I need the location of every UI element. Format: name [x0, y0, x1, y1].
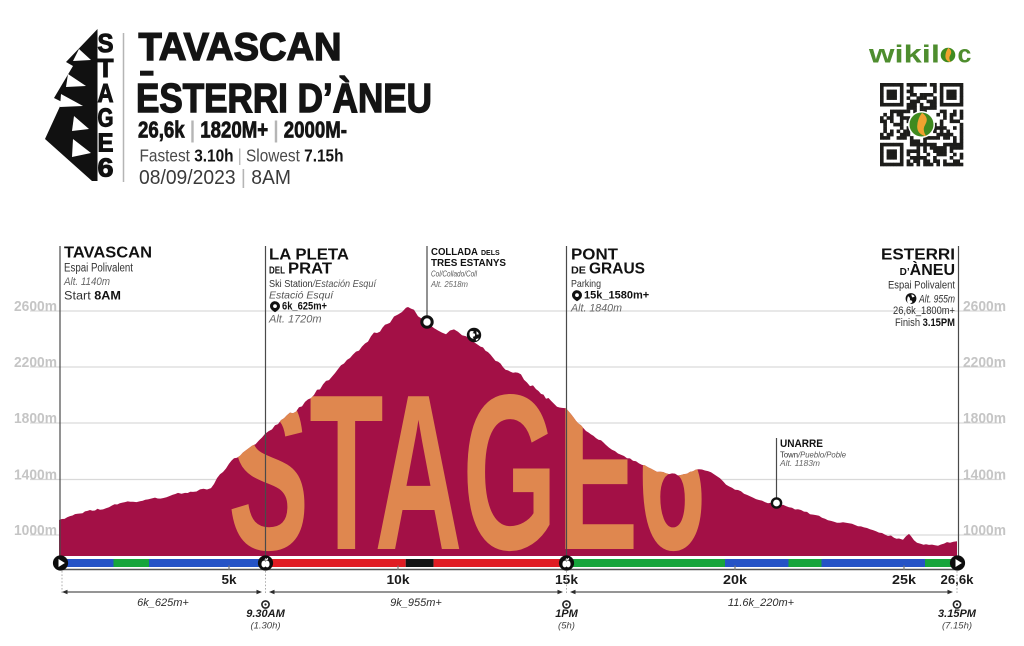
- svg-text:(5h): (5h): [558, 621, 575, 632]
- svg-text:Start 8AM: Start 8AM: [64, 291, 121, 303]
- svg-text:26,6k | 1820M+ | 2000M-: 26,6k | 1820M+ | 2000M-: [138, 117, 347, 143]
- svg-text:wikil: wikil: [868, 41, 940, 69]
- svg-text:25k: 25k: [892, 572, 917, 587]
- svg-text:Estació Esquí: Estació Esquí: [269, 290, 334, 302]
- svg-text:DE: DE: [571, 266, 586, 277]
- svg-text:Town/Pueblo/Poble: Town/Pueblo/Poble: [780, 450, 846, 460]
- svg-text:Alt. 1140m: Alt. 1140m: [63, 276, 110, 288]
- svg-text:Alt. 2518m: Alt. 2518m: [430, 279, 468, 289]
- svg-text:(1.30h): (1.30h): [250, 621, 280, 632]
- svg-text:1400m: 1400m: [14, 468, 57, 484]
- svg-text:Fastest 3.10h | Slowest 7.15h: Fastest 3.10h | Slowest 7.15h: [140, 146, 344, 166]
- svg-text:TAVASCAN: TAVASCAN: [64, 245, 152, 262]
- svg-text:2600m: 2600m: [963, 299, 1006, 315]
- svg-text:Parking: Parking: [571, 278, 601, 290]
- svg-text:T: T: [98, 53, 114, 83]
- svg-text:ESTERRI D’ÀNEU: ESTERRI D’ÀNEU: [136, 75, 432, 121]
- svg-text:9k_955m+: 9k_955m+: [390, 597, 442, 609]
- svg-text:D’ÀNEU: D’ÀNEU: [900, 260, 955, 279]
- svg-text:1400m: 1400m: [963, 468, 1006, 484]
- svg-text:ESTERRI: ESTERRI: [881, 247, 955, 264]
- svg-text:08/09/2023 | 8AM: 08/09/2023 | 8AM: [139, 166, 291, 189]
- svg-text:UNARRE: UNARRE: [780, 438, 823, 450]
- svg-text:1PM: 1PM: [555, 608, 578, 620]
- svg-text:Alt. 1183m: Alt. 1183m: [779, 458, 820, 468]
- svg-text:(7.15h): (7.15h): [942, 621, 972, 632]
- svg-text:Finish 3.15PM: Finish 3.15PM: [895, 317, 955, 329]
- svg-text:1800m: 1800m: [963, 411, 1006, 427]
- svg-text:Alt. 955m: Alt. 955m: [918, 294, 955, 306]
- svg-text:15k: 15k: [555, 572, 579, 587]
- svg-text:TAVASCAN: TAVASCAN: [139, 26, 342, 69]
- svg-text:15k_1580m+: 15k_1580m+: [584, 290, 649, 302]
- svg-text:6: 6: [98, 153, 114, 183]
- svg-text:1800m: 1800m: [14, 411, 57, 427]
- svg-text:TRES ESTANYS: TRES ESTANYS: [431, 257, 506, 269]
- svg-text:10k: 10k: [387, 572, 411, 587]
- svg-text:11.6k_220m+: 11.6k_220m+: [728, 597, 795, 609]
- svg-text:DELS: DELS: [481, 250, 500, 257]
- svg-text:9.30AM: 9.30AM: [246, 608, 285, 620]
- svg-text:5k: 5k: [222, 572, 238, 587]
- svg-text:26,6k: 26,6k: [941, 572, 975, 587]
- svg-text:6k_625m+: 6k_625m+: [137, 597, 189, 609]
- svg-text:PONT: PONT: [571, 247, 618, 264]
- svg-text:GRAUS: GRAUS: [589, 261, 645, 278]
- svg-text:c: c: [958, 41, 972, 69]
- svg-text:2200m: 2200m: [963, 355, 1006, 371]
- svg-text:Espai Polivalent: Espai Polivalent: [888, 280, 955, 292]
- svg-text:3.15PM: 3.15PM: [938, 608, 977, 620]
- svg-text:Alt. 1840m: Alt. 1840m: [570, 303, 622, 315]
- svg-text:20k: 20k: [723, 572, 748, 587]
- svg-text:Espai Polivalent: Espai Polivalent: [64, 263, 134, 275]
- svg-text:DEL: DEL: [269, 266, 285, 277]
- svg-text:A: A: [98, 78, 114, 108]
- svg-text:Ski Station/Estación Esquí: Ski Station/Estación Esquí: [269, 278, 377, 290]
- svg-text:6k_625m+: 6k_625m+: [282, 301, 327, 313]
- svg-text:Col/Collado/Coll: Col/Collado/Coll: [431, 269, 478, 279]
- svg-text:S: S: [98, 28, 114, 58]
- svg-text:2200m: 2200m: [14, 355, 57, 371]
- svg-text:E: E: [98, 128, 114, 158]
- svg-text:1000m: 1000m: [963, 523, 1006, 539]
- svg-text:2600m: 2600m: [14, 299, 57, 315]
- svg-text:26,6k_1800m+: 26,6k_1800m+: [893, 305, 955, 317]
- svg-text:PRAT: PRAT: [288, 261, 332, 278]
- svg-text:COLLADA: COLLADA: [431, 246, 478, 258]
- svg-text:LA PLETA: LA PLETA: [269, 247, 349, 264]
- svg-text:G: G: [98, 103, 114, 133]
- svg-text:Alt. 1720m: Alt. 1720m: [268, 314, 322, 326]
- svg-text:1000m: 1000m: [14, 523, 57, 539]
